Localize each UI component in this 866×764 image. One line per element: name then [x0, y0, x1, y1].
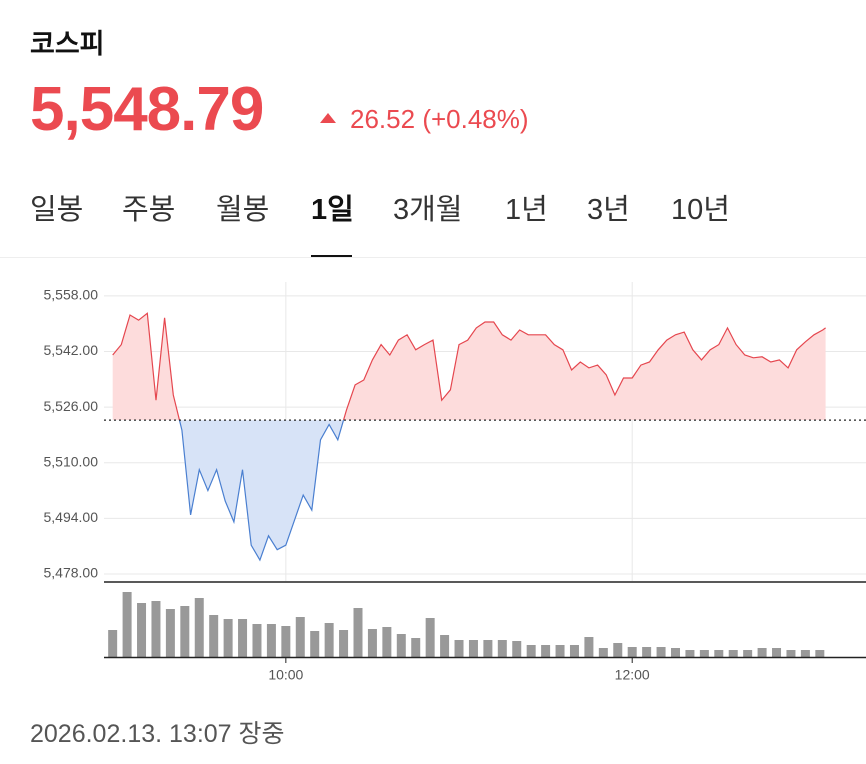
volume-bar: [108, 630, 118, 657]
volume-bar: [772, 648, 782, 657]
volume-bar: [266, 624, 276, 657]
volume-bar: [483, 640, 493, 657]
volume-bar: [468, 640, 478, 657]
y-tick-label: 5,510.00: [44, 453, 99, 469]
volume-bar: [526, 645, 536, 657]
volume-bar: [295, 617, 305, 657]
volume-bar: [555, 645, 565, 657]
volume-bar: [425, 618, 435, 657]
volume-bar: [238, 619, 248, 657]
title: 코스피: [30, 29, 105, 59]
volume-bar: [569, 645, 579, 657]
volume-bar: [743, 650, 753, 657]
volume-bar: [281, 626, 291, 657]
volume-bar: [324, 623, 334, 657]
volume-bar: [613, 643, 623, 657]
price: 5,548.79: [30, 75, 264, 144]
change: 26.52 (+0.48%): [320, 104, 529, 135]
volume-bar: [656, 647, 666, 657]
volume-bar: [541, 645, 551, 657]
tab[interactable]: 3년: [587, 194, 630, 226]
area-down: [179, 420, 344, 561]
change-pct: (+0.48%): [422, 104, 529, 134]
area-up: [112, 313, 826, 421]
active-tab-underline: [311, 255, 352, 257]
volume-bar: [209, 615, 219, 657]
volume-bar: [353, 608, 363, 657]
timestamp: 2026.02.13. 13:07 장중: [30, 720, 285, 748]
change-value: 26.52: [350, 104, 416, 134]
separator: [0, 257, 866, 258]
line-up: [112, 312, 826, 421]
tab[interactable]: 10년: [671, 194, 730, 226]
volume-bar: [685, 650, 695, 657]
volume-bar: [454, 640, 464, 657]
volume-bar: [151, 601, 161, 657]
volume-bar: [122, 592, 132, 657]
y-tick-label: 5,558.00: [44, 287, 99, 303]
volume-bar: [699, 650, 709, 657]
volume-bar: [800, 650, 810, 657]
volume-bar: [497, 640, 507, 657]
volume-bar: [671, 648, 680, 657]
x-tick-label: 10:00: [268, 667, 303, 683]
line-down: [178, 420, 345, 562]
volume-bar: [339, 630, 349, 657]
volume-bar: [180, 606, 190, 657]
volume-bar: [440, 635, 450, 657]
tab[interactable]: 월봉: [216, 194, 270, 226]
y-tick-label: 5,542.00: [44, 342, 99, 358]
tab[interactable]: 3개월: [393, 194, 463, 226]
volume-bar: [382, 627, 392, 657]
tab[interactable]: 1년: [505, 194, 548, 226]
tab[interactable]: 주봉: [122, 194, 176, 226]
tab[interactable]: 일봉: [30, 194, 84, 226]
y-tick-label: 5,526.00: [44, 398, 99, 414]
volume-bar: [310, 631, 320, 657]
volume-bar: [757, 648, 767, 657]
up-arrow: [320, 113, 336, 123]
volume-bar: [223, 619, 233, 657]
volume-bar: [512, 641, 522, 657]
volume-bar: [598, 648, 608, 657]
volume-bar: [642, 647, 652, 657]
tab[interactable]: 1일: [311, 194, 354, 226]
volume-bar: [367, 629, 377, 657]
volume-bar: [714, 650, 724, 657]
volume-bar: [194, 598, 204, 657]
y-tick-label: 5,494.00: [44, 509, 99, 525]
volume-bar: [815, 650, 825, 657]
y-tick-label: 5,478.00: [44, 565, 99, 581]
volume-bar: [584, 637, 594, 657]
volume-bar: [165, 609, 175, 657]
volume-bar: [627, 647, 637, 657]
volume-bar: [728, 650, 738, 657]
volume-bar: [411, 638, 421, 657]
volume-bar: [396, 634, 406, 657]
volume-bar: [137, 603, 147, 657]
x-tick-label: 12:00: [615, 667, 650, 683]
volume-bar: [252, 624, 262, 657]
volume-bar: [786, 650, 796, 657]
